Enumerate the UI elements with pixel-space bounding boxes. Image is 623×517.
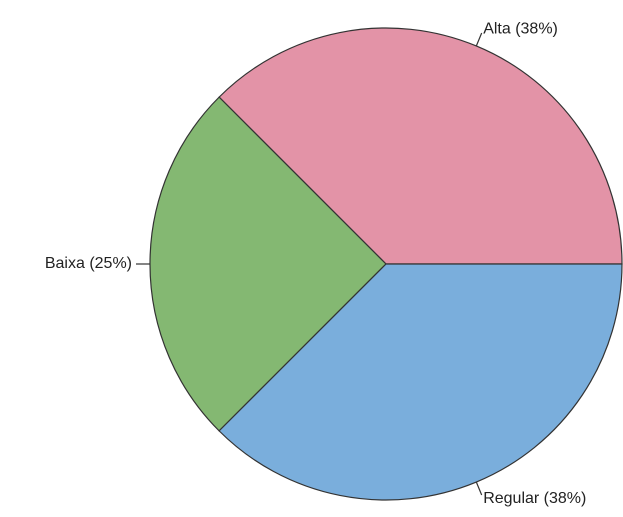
slice-label-regular: Regular (38%) — [483, 490, 586, 507]
slice-label-baixa: Baixa (25%) — [45, 255, 132, 272]
leader-line-alta — [475, 32, 483, 47]
leader-line-regular — [475, 481, 483, 496]
slice-label-alta: Alta (38%) — [483, 21, 558, 38]
pie-slice-baixa — [149, 96, 387, 432]
